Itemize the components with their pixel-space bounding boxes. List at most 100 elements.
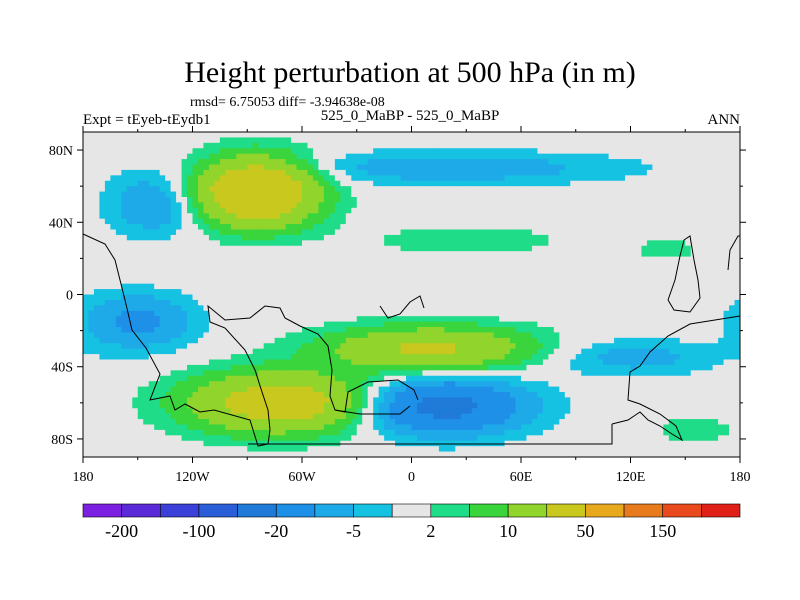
field-cell bbox=[121, 348, 128, 355]
field-cell bbox=[531, 229, 538, 236]
field-cell bbox=[389, 240, 396, 247]
field-cell bbox=[460, 240, 467, 247]
field-cell bbox=[679, 283, 686, 290]
field-cell bbox=[143, 229, 150, 236]
field-cell bbox=[559, 153, 566, 160]
field-cell bbox=[302, 142, 308, 149]
field-cell bbox=[241, 180, 248, 187]
field-cell bbox=[586, 327, 593, 333]
field-cell bbox=[329, 251, 336, 257]
field-cell bbox=[351, 267, 358, 274]
field-cell bbox=[143, 256, 150, 263]
field-cell bbox=[646, 164, 653, 171]
field-cell bbox=[422, 240, 429, 247]
field-cell bbox=[630, 213, 637, 220]
field-cell bbox=[592, 148, 599, 155]
field-cell bbox=[553, 262, 560, 268]
field-cell bbox=[291, 262, 297, 268]
field-cell bbox=[553, 186, 560, 192]
field-cell bbox=[230, 267, 237, 274]
field-cell bbox=[406, 234, 412, 241]
field-cell bbox=[592, 337, 599, 344]
field-cell bbox=[154, 256, 161, 263]
field-cell bbox=[225, 240, 232, 247]
field-cell bbox=[334, 137, 341, 144]
field-cell bbox=[291, 153, 297, 160]
field-cell bbox=[99, 224, 106, 230]
field-cell bbox=[384, 343, 391, 350]
field-cell bbox=[504, 207, 511, 214]
field-cell bbox=[460, 164, 467, 171]
field-cell bbox=[635, 224, 642, 230]
field-cell bbox=[685, 348, 692, 355]
field-cell bbox=[115, 310, 122, 317]
field-cell bbox=[88, 153, 95, 160]
field-cell bbox=[269, 294, 276, 301]
field-cell bbox=[575, 327, 582, 333]
field-cell bbox=[608, 305, 615, 312]
field-cell bbox=[121, 224, 128, 230]
field-cell bbox=[367, 321, 374, 328]
field-cell bbox=[400, 132, 407, 138]
field-cell bbox=[323, 213, 330, 220]
field-cell bbox=[269, 337, 276, 344]
field-cell bbox=[159, 169, 166, 176]
field-cell bbox=[406, 142, 412, 149]
field-cell bbox=[531, 251, 538, 257]
field-cell bbox=[170, 191, 177, 198]
field-cell bbox=[668, 278, 675, 285]
field-cell bbox=[646, 310, 653, 317]
field-cell bbox=[269, 245, 276, 252]
field-cell bbox=[104, 148, 111, 155]
field-cell bbox=[471, 278, 478, 285]
field-cell bbox=[592, 327, 599, 333]
field-cell bbox=[99, 234, 106, 241]
field-cell bbox=[93, 245, 100, 252]
field-cell bbox=[657, 159, 664, 165]
field-cell bbox=[630, 224, 637, 230]
field-cell bbox=[159, 343, 166, 350]
field-cell bbox=[93, 294, 100, 301]
field-cell bbox=[707, 299, 714, 306]
field-cell bbox=[701, 316, 708, 322]
field-cell bbox=[663, 251, 670, 257]
field-cell bbox=[252, 224, 259, 230]
field-cell bbox=[132, 137, 139, 144]
field-cell bbox=[274, 332, 281, 339]
field-cell bbox=[553, 175, 560, 182]
field-cell bbox=[581, 207, 588, 214]
field-cell bbox=[302, 256, 308, 263]
field-cell bbox=[93, 251, 100, 257]
field-cell bbox=[411, 213, 418, 220]
field-cell bbox=[296, 175, 303, 182]
field-cell bbox=[285, 218, 292, 225]
field-cell bbox=[625, 294, 631, 301]
field-cell bbox=[121, 164, 128, 171]
field-cell bbox=[406, 305, 412, 312]
field-cell bbox=[176, 343, 182, 350]
field-cell bbox=[433, 348, 440, 355]
field-cell bbox=[619, 289, 626, 295]
field-cell bbox=[504, 213, 511, 220]
field-cell bbox=[192, 148, 199, 155]
field-cell bbox=[646, 191, 653, 198]
field-cell bbox=[460, 229, 467, 236]
field-cell bbox=[608, 332, 615, 339]
field-cell bbox=[603, 202, 610, 209]
field-cell bbox=[685, 218, 692, 225]
field-cell bbox=[389, 224, 396, 230]
field-cell bbox=[718, 251, 724, 257]
field-cell bbox=[548, 224, 555, 230]
field-cell bbox=[302, 197, 308, 203]
field-cell bbox=[170, 180, 177, 187]
field-cell bbox=[307, 197, 314, 203]
field-cell bbox=[148, 278, 155, 285]
field-cell bbox=[471, 343, 478, 350]
field-cell bbox=[493, 337, 500, 344]
field-cell bbox=[559, 283, 566, 290]
field-cell bbox=[351, 348, 358, 355]
field-cell bbox=[334, 256, 341, 263]
field-cell bbox=[280, 262, 286, 268]
field-cell bbox=[422, 164, 429, 171]
field-cell bbox=[471, 191, 478, 198]
